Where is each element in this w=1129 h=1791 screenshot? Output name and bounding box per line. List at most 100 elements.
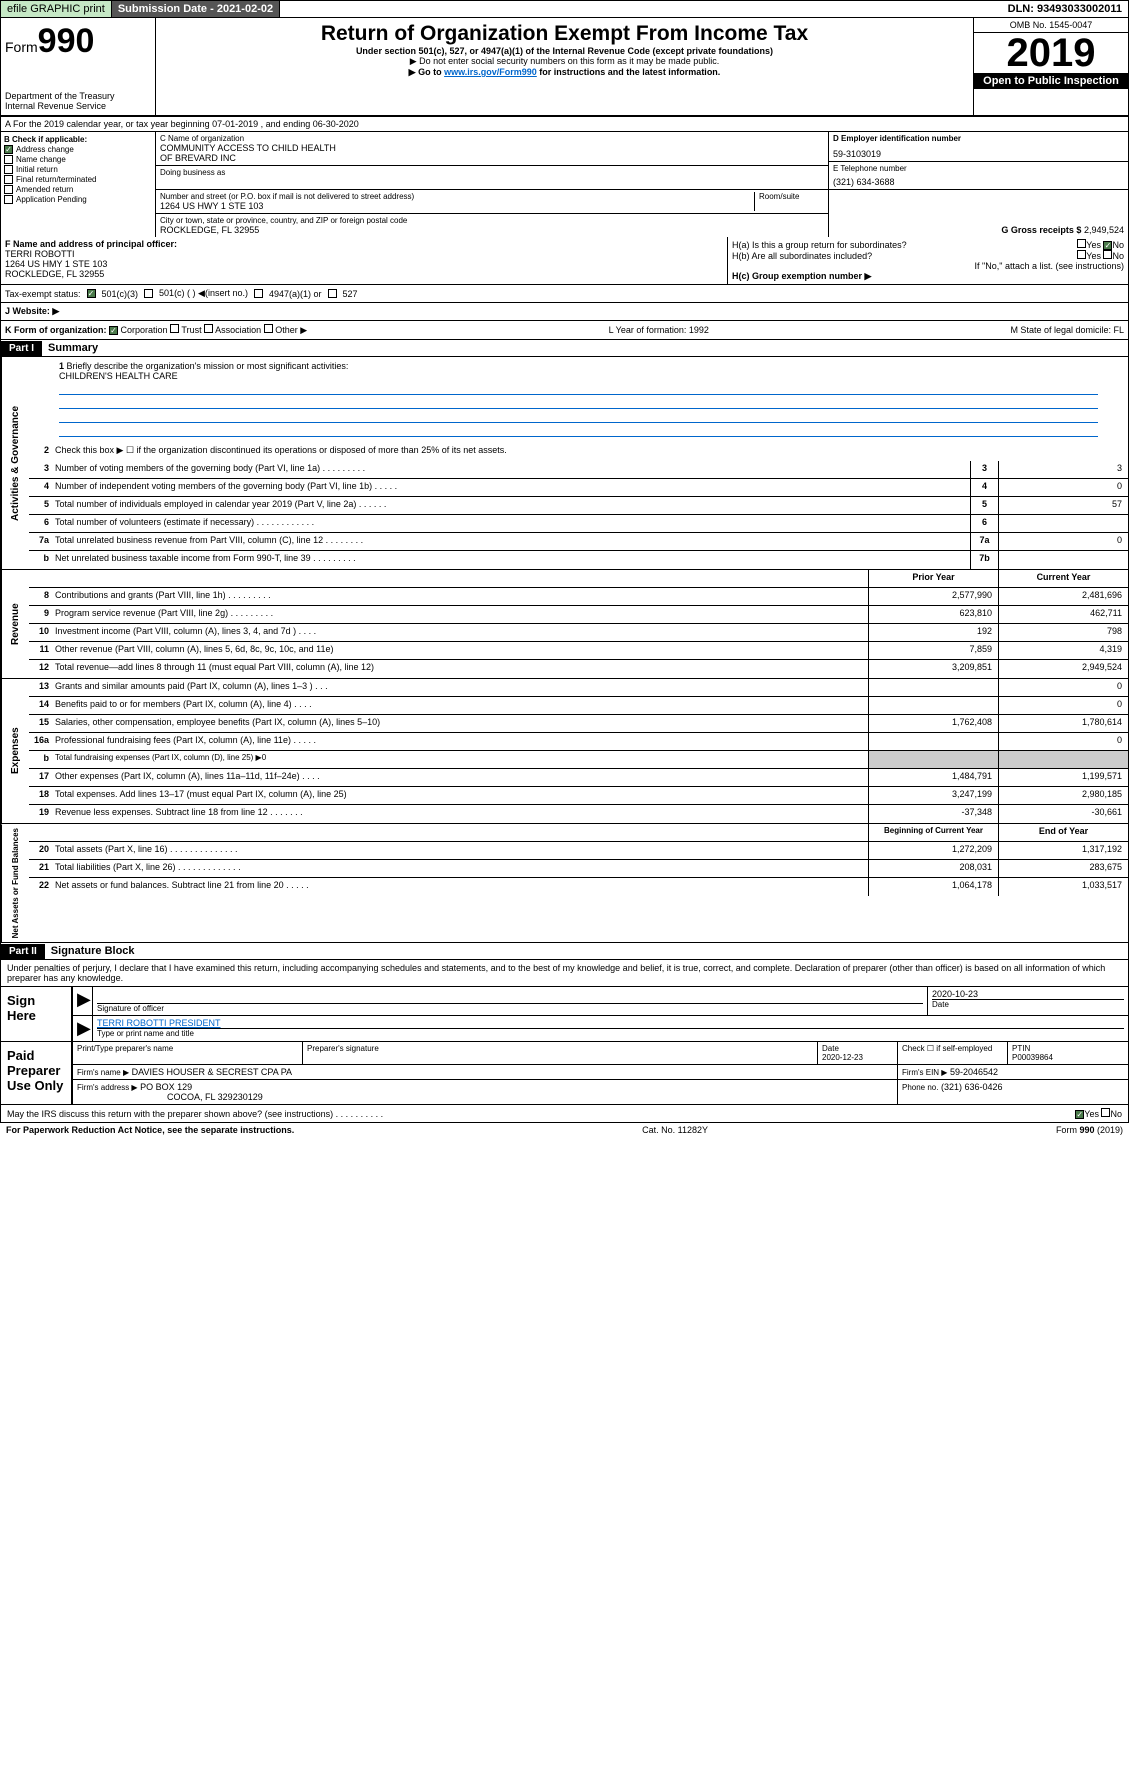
irs-link[interactable]: www.irs.gov/Form990 [444, 67, 537, 77]
open-public: Open to Public Inspection [974, 73, 1128, 89]
form-number: Form990 [5, 22, 151, 61]
firm-ein: 59-2046542 [950, 1067, 998, 1077]
discuss-row: May the IRS discuss this return with the… [0, 1105, 1129, 1123]
phone-label: E Telephone number [833, 164, 1124, 173]
firm-addr: PO BOX 129 [140, 1082, 192, 1092]
line-15: Salaries, other compensation, employee b… [53, 715, 868, 732]
revenue-section: Revenue Prior YearCurrent Year 8Contribu… [0, 570, 1129, 679]
kform-other[interactable] [264, 324, 273, 333]
city-label: City or town, state or province, country… [160, 216, 824, 225]
paid-preparer-label: Paid Preparer Use Only [1, 1042, 73, 1104]
self-employed-check: Check ☐ if self-employed [898, 1042, 1008, 1064]
line-1: 1 Briefly describe the organization's mi… [29, 357, 1128, 443]
line-7b: Net unrelated business taxable income fr… [53, 551, 970, 569]
kform-assoc[interactable] [204, 324, 213, 333]
dln: DLN: 93493033002011 [1002, 1, 1128, 17]
line-8: Contributions and grants (Part VIII, lin… [53, 588, 868, 605]
line-18: Total expenses. Add lines 13–17 (must eq… [53, 787, 868, 804]
line-19: Revenue less expenses. Subtract line 18 … [53, 805, 868, 823]
ptin-value: P00039864 [1012, 1053, 1053, 1062]
checkbox-initial-return[interactable] [4, 165, 13, 174]
col-f-officer: F Name and address of principal officer:… [1, 237, 728, 284]
line-13: Grants and similar amounts paid (Part IX… [53, 679, 868, 696]
line-4: Number of independent voting members of … [53, 479, 970, 496]
checkbox-address-change[interactable]: ✓ [4, 145, 13, 154]
checkbox-application-pending[interactable] [4, 195, 13, 204]
line-4-value: 0 [998, 479, 1128, 496]
ein-value: 59-3103019 [833, 149, 1124, 159]
prior-year-hdr: Prior Year [868, 570, 998, 587]
officer-name-sig: TERRI ROBOTTI PRESIDENT [97, 1018, 1124, 1028]
line-9: Program service revenue (Part VIII, line… [53, 606, 868, 623]
name-type-label: Type or print name and title [97, 1028, 1124, 1038]
part1-title: Summary [42, 340, 104, 356]
line-20: Total assets (Part X, line 16) . . . . .… [53, 842, 868, 859]
kform-corp[interactable]: ✓ [109, 326, 118, 335]
col-c-org-info: C Name of organization COMMUNITY ACCESS … [156, 132, 828, 237]
checkbox-final-return[interactable] [4, 175, 13, 184]
phone-value: (321) 634-3688 [833, 177, 1124, 187]
arrow-icon: ▶ [73, 987, 93, 1015]
tax-exempt-status-row: Tax-exempt status: ✓501(c)(3) 501(c) ( )… [0, 285, 1129, 303]
hb-note: If "No," attach a list. (see instruction… [732, 261, 1124, 271]
hb-yes[interactable] [1077, 250, 1086, 259]
hc-label: H(c) Group exemption number ▶ [732, 271, 1124, 282]
col-b-checkboxes: B Check if applicable: ✓Address change N… [1, 132, 156, 237]
discuss-yes[interactable]: ✓ [1075, 1110, 1084, 1119]
signature-section: Under penalties of perjury, I declare th… [0, 960, 1129, 1105]
gross-receipts-label: G Gross receipts $ [1001, 225, 1081, 235]
prep-sig-label: Preparer's signature [303, 1042, 818, 1064]
ein-label: D Employer identification number [833, 134, 1124, 143]
pra-notice: For Paperwork Reduction Act Notice, see … [6, 1125, 294, 1135]
officer-addr1: 1264 US HMY 1 STE 103 [5, 259, 723, 269]
line-3: Number of voting members of the governin… [53, 461, 970, 478]
prep-date: 2020-12-23 [822, 1053, 863, 1062]
part2-header: Part II Signature Block [0, 943, 1129, 960]
status-501c[interactable] [144, 289, 153, 298]
net-assets-section: Net Assets or Fund Balances Beginning of… [0, 824, 1129, 943]
current-year-hdr: Current Year [998, 570, 1128, 587]
efile-label: efile GRAPHIC print [1, 1, 112, 17]
line-21: Total liabilities (Part X, line 26) . . … [53, 860, 868, 877]
form-subtitle: Under section 501(c), 527, or 4947(a)(1)… [160, 46, 969, 56]
line-7a-value: 0 [998, 533, 1128, 550]
status-501c3[interactable]: ✓ [87, 289, 96, 298]
addr-label: Number and street (or P.O. box if mail i… [160, 192, 754, 201]
mission-text: CHILDREN'S HEALTH CARE [59, 371, 1098, 381]
line-5-value: 57 [998, 497, 1128, 514]
kform-trust[interactable] [170, 324, 179, 333]
checkbox-amended[interactable] [4, 185, 13, 194]
firm-city: COCOA, FL 329230129 [167, 1092, 263, 1102]
website-row: J Website: ▶ [0, 303, 1129, 321]
bcy-hdr: Beginning of Current Year [868, 824, 998, 841]
submission-date-btn[interactable]: Submission Date - 2021-02-02 [112, 1, 280, 17]
line-17: Other expenses (Part IX, column (A), lin… [53, 769, 868, 786]
form-note1: ▶ Do not enter social security numbers o… [160, 56, 969, 67]
status-4947[interactable] [254, 289, 263, 298]
gross-receipts-value: 2,949,524 [1084, 225, 1124, 235]
col-d-to-g: D Employer identification number 59-3103… [828, 132, 1128, 237]
officer-label: F Name and address of principal officer: [5, 239, 723, 249]
line-16a: Professional fundraising fees (Part IX, … [53, 733, 868, 750]
governance-section: Activities & Governance 1 Briefly descri… [0, 357, 1129, 570]
exp-side-label: Expenses [1, 679, 29, 823]
topbar: efile GRAPHIC print Submission Date - 20… [0, 0, 1129, 18]
section-f-h: F Name and address of principal officer:… [0, 237, 1129, 285]
rev-side-label: Revenue [1, 570, 29, 678]
status-527[interactable] [328, 289, 337, 298]
penalty-text: Under penalties of perjury, I declare th… [1, 960, 1128, 986]
line-14: Benefits paid to or for members (Part IX… [53, 697, 868, 714]
form-ref: Form 990 (2019) [1056, 1125, 1123, 1135]
line-11: Other revenue (Part VIII, column (A), li… [53, 642, 868, 659]
ha-yes[interactable] [1077, 239, 1086, 248]
col-h-group: H(a) Is this a group return for subordin… [728, 237, 1128, 284]
dept-treasury: Department of the Treasury Internal Reve… [5, 91, 151, 111]
checkbox-name-change[interactable] [4, 155, 13, 164]
form-header: Form990 Department of the Treasury Inter… [0, 18, 1129, 117]
prep-name-label: Print/Type preparer's name [73, 1042, 303, 1064]
form-note2: ▶ Go to www.irs.gov/Form990 for instruct… [160, 67, 969, 78]
section-b-to-g: B Check if applicable: ✓Address change N… [0, 132, 1129, 237]
k-form-row: K Form of organization: ✓ Corporation Tr… [0, 321, 1129, 340]
line-7b-value [998, 551, 1128, 569]
state-domicile: M State of legal domicile: FL [1010, 325, 1124, 335]
